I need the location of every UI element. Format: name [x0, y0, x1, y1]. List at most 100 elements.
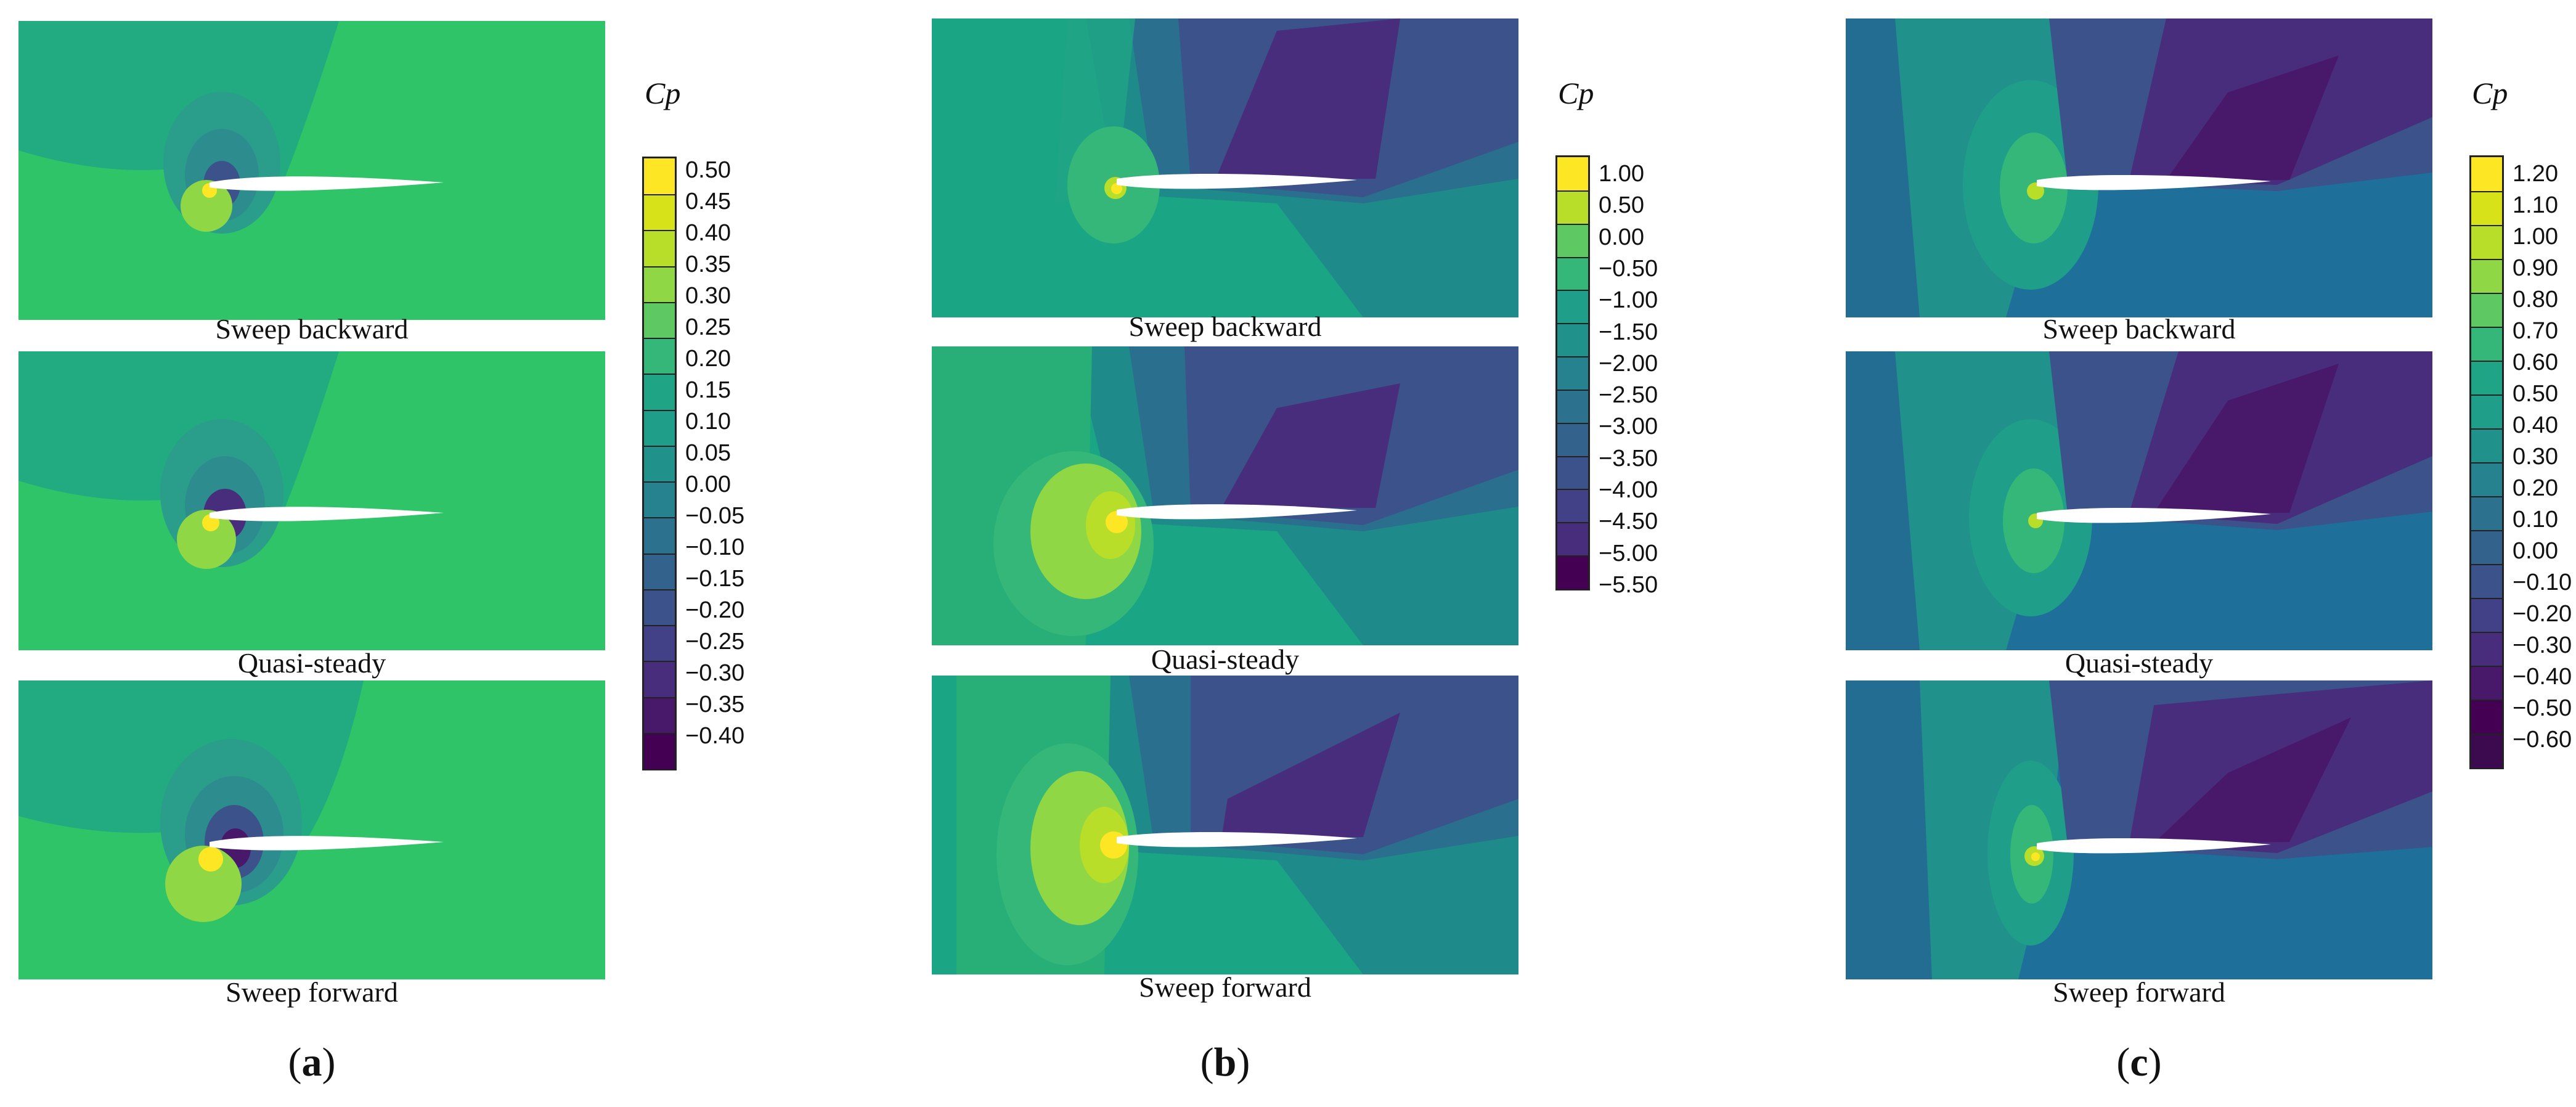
subfigure-label-c: (c): [2116, 1040, 2162, 1085]
colorbar-tick: [2471, 666, 2502, 667]
colorbar-label: −0.05: [685, 503, 745, 529]
colorbar-segment: [644, 661, 675, 698]
colorbar-tick: [644, 194, 675, 196]
colorbar-label: 1.20: [2513, 161, 2558, 187]
colorbar-segment: [1557, 422, 1588, 457]
colorbar-label: −1.50: [1599, 319, 1658, 345]
colorbar-segment: [2471, 733, 2502, 768]
subfigure-c: Sweep backward Quasi-steady: [1846, 0, 2573, 1107]
caption-b-sweep-forward: Sweep forward: [1139, 971, 1311, 1003]
colorbar-tick: [644, 481, 675, 483]
colorbar-label: 0.45: [685, 189, 731, 214]
colorbar-tick: [1557, 522, 1588, 524]
colorbar-tick: [1557, 256, 1588, 258]
subfigure-letter-a: a: [301, 1040, 322, 1085]
colorbar-tick: [644, 661, 675, 663]
colorbar-segment: [644, 625, 675, 662]
colorbar-label: −2.50: [1599, 382, 1658, 409]
colorbar-title-c: Cp: [2472, 76, 2508, 110]
colorbar-tick: [1557, 455, 1588, 457]
colorbar-label: −3.50: [1599, 445, 1658, 472]
colorbar-tick: [2471, 327, 2502, 328]
colorbar-tick: [644, 301, 675, 303]
colorbar-segment: [1557, 190, 1588, 224]
colorbar-segment: [1557, 256, 1588, 291]
caption-c-sweep-backward: Sweep backward: [2042, 313, 2236, 345]
colorbar-tick: [644, 266, 675, 268]
colorbar-segment: [2471, 157, 2502, 192]
colorbar-segment: [644, 409, 675, 446]
colorbar-label: −0.25: [685, 629, 745, 655]
colorbar-segment: [644, 517, 675, 554]
colorbar-tick: [1557, 356, 1588, 358]
colorbar-tick: [644, 589, 675, 590]
contour-panel-b-sweep-forward: [932, 676, 1518, 974]
colorbar-tick: [2471, 530, 2502, 531]
colorbar-label: −0.40: [685, 723, 745, 749]
colorbar-label: 0.80: [2513, 287, 2558, 312]
colorbar-segment: [644, 553, 675, 590]
colorbar-tick: [2471, 496, 2502, 497]
colorbar-segment: [644, 374, 675, 411]
colorbar-tick: [644, 374, 675, 375]
colorbar-label: −4.00: [1599, 477, 1658, 503]
colorbar-label: −0.35: [685, 692, 745, 717]
colorbar-label: −0.15: [685, 566, 745, 592]
contour-panel-c-sweep-backward: [1846, 18, 2432, 317]
colorbar-tick: [2471, 225, 2502, 226]
colorbar-tick: [1557, 223, 1588, 225]
colorbar-title-a: Cp: [645, 76, 681, 110]
colorbar-label: 1.00: [2513, 224, 2558, 250]
colorbar-segment: [1557, 555, 1588, 589]
colorbar-label: −0.40: [2513, 664, 2572, 690]
colorbar-tick: [1557, 389, 1588, 391]
colorbar-segment: [2471, 496, 2502, 531]
colorbar-tick: [2471, 632, 2502, 633]
colorbar-label: 0.15: [685, 377, 731, 403]
colorbar-segment: [644, 445, 675, 483]
colorbar-tick: [644, 696, 675, 698]
colorbar-label: 0.00: [685, 472, 731, 497]
subfigure-b: Sweep backward Quasi-steady: [932, 0, 1671, 1107]
colorbar-label: −5.50: [1599, 571, 1658, 598]
colorbar-label: −0.30: [685, 660, 745, 686]
colorbar-segment: [1557, 323, 1588, 357]
colorbar-segment: [2471, 394, 2502, 429]
colorbar-tick: [2471, 428, 2502, 430]
colorbar-segment: [2471, 666, 2502, 700]
colorbar-label: 1.00: [1599, 161, 1644, 187]
colorbar-tick: [644, 553, 675, 555]
colorbar-label: 0.60: [2513, 349, 2558, 375]
colorbar-label: 0.20: [2513, 475, 2558, 501]
caption-b-sweep-backward: Sweep backward: [1128, 311, 1322, 342]
colorbar-segment: [2471, 191, 2502, 226]
colorbar-segment: [644, 732, 675, 769]
colorbar-tick: [2471, 259, 2502, 260]
caption-b-quasi-steady: Quasi-steady: [1151, 643, 1300, 675]
subfigure-letter-b: b: [1213, 1040, 1237, 1085]
colorbar-tick: [644, 338, 675, 340]
colorbar-segment: [644, 230, 675, 267]
colorbar-a: [642, 157, 677, 770]
colorbar-segment: [644, 301, 675, 339]
subfigure-label-a: (a): [288, 1040, 336, 1085]
colorbar-label: 0.70: [2513, 318, 2558, 344]
colorbar-label: 0.40: [685, 220, 731, 246]
caption-c-sweep-forward: Sweep forward: [2053, 976, 2225, 1008]
subfigure-letter-c: c: [2130, 1040, 2148, 1085]
colorbar-label: 0.30: [2513, 444, 2558, 470]
colorbar-tick: [644, 517, 675, 519]
colorbar-label: −1.00: [1599, 287, 1658, 314]
colorbar-segment: [2471, 361, 2502, 395]
colorbar-c: [2469, 155, 2504, 769]
colorbar-label: 0.40: [2513, 412, 2558, 438]
colorbar-label: −4.50: [1599, 509, 1658, 535]
colorbar-segment: [644, 266, 675, 303]
colorbar-segment: [1557, 522, 1588, 557]
colorbar-segment: [2471, 632, 2502, 666]
colorbar-segment: [2471, 462, 2502, 497]
colorbar-tick: [2471, 700, 2502, 701]
colorbar-tick: [2471, 361, 2502, 362]
colorbar-tick: [2471, 394, 2502, 396]
caption-a-sweep-forward: Sweep forward: [226, 976, 398, 1008]
